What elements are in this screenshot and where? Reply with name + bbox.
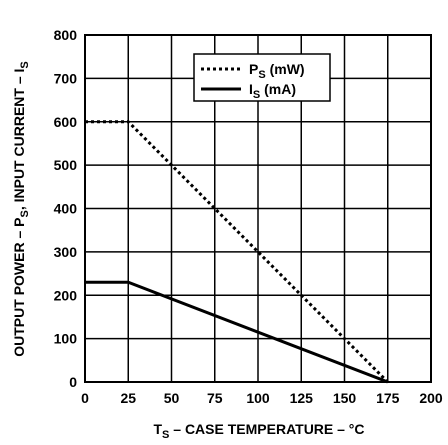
x-tick-label-2: 50	[164, 390, 180, 406]
series-line-is	[85, 280, 389, 384]
y-tick-label-1: 100	[54, 331, 78, 347]
x-tick-label-5: 125	[290, 390, 314, 406]
plot-border	[84, 34, 432, 383]
x-tick-label-0: 0	[81, 390, 89, 406]
x-tick-label-8: 200	[419, 390, 443, 406]
legend-label-ps: PS (mW)	[249, 61, 305, 81]
y-tick-label-8: 800	[54, 27, 78, 43]
y-tick-label-7: 700	[54, 70, 78, 86]
y-tick-label-3: 300	[54, 244, 78, 260]
series-layer	[85, 120, 389, 384]
x-tick-label-4: 100	[246, 390, 270, 406]
y-tick-label-6: 600	[54, 114, 78, 130]
x-axis-label: TS – CASE TEMPERATURE – °C	[153, 421, 364, 441]
tick-labels: 0 25 50 75 100 125 150 175 200 0 100 200 300 400 500 60…	[54, 27, 443, 406]
x-tick-label-3: 75	[207, 390, 223, 406]
legend-label-is: IS (mA)	[249, 81, 296, 101]
x-tick-label-1: 25	[120, 390, 136, 406]
y-tick-label-0: 0	[69, 374, 77, 390]
y-tick-label-4: 400	[54, 201, 78, 217]
legend-box	[193, 53, 331, 102]
legend: PS (mW) IS (mA)	[193, 53, 331, 102]
y-tick-label-5: 500	[54, 157, 78, 173]
y-axis-label: OUTPUT POWER – PS, INPUT CURRENT – IS	[11, 61, 31, 357]
series-line-ps	[85, 120, 389, 384]
y-tick-label-2: 200	[54, 287, 78, 303]
x-tick-label-7: 175	[376, 390, 400, 406]
x-tick-label-6: 150	[333, 390, 357, 406]
